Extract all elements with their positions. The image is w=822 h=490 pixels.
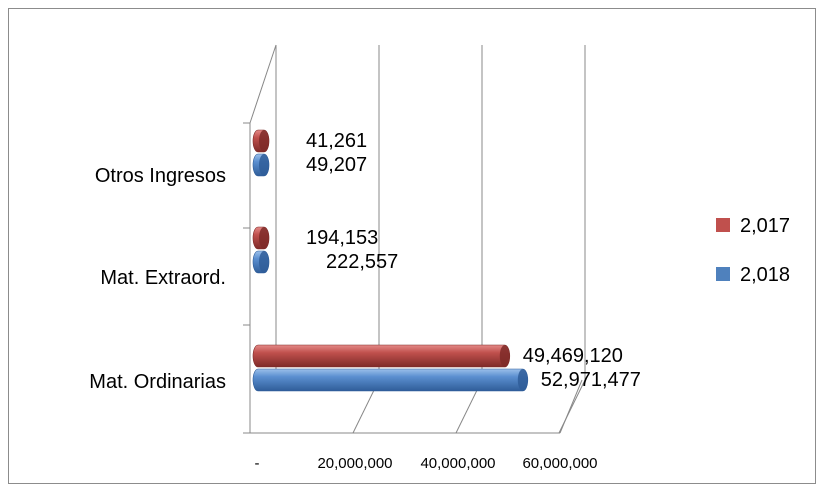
legend-swatch-2-017 <box>716 218 730 232</box>
data-labels: 49,469,120 194,153 41,261 52,971,477 222,557… <box>306 130 641 391</box>
bars <box>252 129 529 392</box>
category-label-mat-extraord: Mat. Extraord. <box>100 267 226 289</box>
bar-body <box>252 344 511 368</box>
data-label-2-018-mat-ordinarias: 52,971,477 <box>541 369 641 391</box>
legend: 2,017 2,018 <box>716 215 790 286</box>
x-tick-label-1: 20,000,000 <box>317 455 392 472</box>
bar-end-cap <box>499 345 510 367</box>
bar-2-017-mat-extraord <box>252 226 270 250</box>
x-axis-tick-labels: - 20,000,000 40,000,000 60,000,000 <box>255 455 598 472</box>
bar-end-cap <box>259 154 269 176</box>
bar-2-018-otros-ingresos <box>252 153 270 177</box>
bar-2-018-mat-ordinarias <box>252 368 529 392</box>
data-label-2-017-mat-extraord: 194,153 <box>306 227 378 249</box>
category-labels: Mat. Ordinarias Mat. Extraord. Otros Ingre… <box>89 165 226 393</box>
category-label-mat-ordinarias: Mat. Ordinarias <box>89 371 226 393</box>
chart-frame <box>8 8 816 484</box>
y-axis-ticks <box>243 122 250 434</box>
x-tick-label-2: 40,000,000 <box>420 455 495 472</box>
legend-label-2-017: 2,017 <box>740 215 790 237</box>
x-tick-label-0: - <box>255 455 260 472</box>
bar-end-cap <box>259 227 269 249</box>
legend-swatch-2-018 <box>716 267 730 281</box>
data-label-2-018-otros-ingresos: 49,207 <box>306 154 367 176</box>
legend-label-2-018: 2,018 <box>740 264 790 286</box>
data-label-2-017-otros-ingresos: 41,261 <box>306 130 367 152</box>
bar-end-cap <box>517 369 528 391</box>
bar-end-cap <box>259 130 269 152</box>
back-wall-left <box>249 44 277 124</box>
axes <box>249 44 583 434</box>
data-label-2-018-mat-extraord: 222,557 <box>326 251 398 273</box>
category-label-otros-ingresos: Otros Ingresos <box>95 165 226 187</box>
bar-body <box>252 368 529 392</box>
bar-2-018-mat-extraord <box>252 250 270 274</box>
data-label-2-017-mat-ordinarias: 49,469,120 <box>523 345 623 367</box>
bar-2-017-otros-ingresos <box>252 129 270 153</box>
bar-end-cap <box>259 251 269 273</box>
bar-2-017-mat-ordinarias <box>252 344 511 368</box>
x-tick-label-3: 60,000,000 <box>522 455 597 472</box>
gridline-floor-3 <box>558 379 586 434</box>
